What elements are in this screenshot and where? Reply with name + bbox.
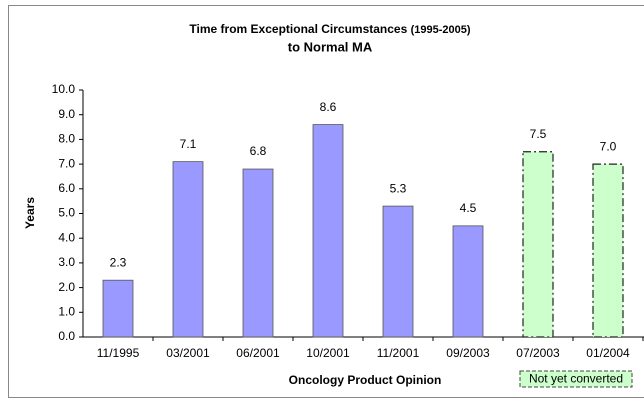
value-label: 7.5 <box>530 127 547 141</box>
y-tick-label: 5.0 <box>58 206 75 220</box>
value-label: 8.6 <box>320 100 337 114</box>
value-label: 6.8 <box>250 144 267 158</box>
x-tick-label: 06/2001 <box>236 346 280 360</box>
value-label: 7.1 <box>180 137 197 151</box>
y-tick-label: 0.0 <box>58 329 75 343</box>
y-tick-label: 8.0 <box>58 132 75 146</box>
x-tick-label: 03/2001 <box>166 346 210 360</box>
legend-box <box>519 370 633 388</box>
y-tick-label: 6.0 <box>58 181 75 195</box>
x-tick-label: 01/2004 <box>586 346 630 360</box>
value-label: 2.3 <box>110 255 127 269</box>
y-tick-label: 7.0 <box>58 156 75 170</box>
bar <box>592 163 624 338</box>
title-years: (1995-2005) <box>411 24 471 36</box>
chart-title: Time from Exceptional Circumstances (199… <box>189 22 470 36</box>
y-axis-label: Years <box>23 197 37 229</box>
chart-title-line2: to Normal MA <box>288 39 373 54</box>
x-axis-label: Oncology Product Opinion <box>289 373 442 387</box>
y-tick-label: 3.0 <box>58 255 75 269</box>
value-label: 7.0 <box>600 139 617 153</box>
bar <box>242 168 274 338</box>
y-tick-label: 1.0 <box>58 304 75 318</box>
y-tick-label: 9.0 <box>58 107 75 121</box>
value-label: 4.5 <box>460 201 477 215</box>
legend-label: Not yet converted <box>529 372 623 386</box>
bar <box>312 124 344 338</box>
bar <box>452 225 484 338</box>
bar <box>382 205 414 338</box>
y-tick-label: 10.0 <box>52 82 76 96</box>
x-tick-label: 11/2001 <box>377 346 420 360</box>
x-tick-label: 07/2003 <box>516 346 560 360</box>
y-tick-label: 2.0 <box>58 280 75 294</box>
x-tick-label: 11/1995 <box>97 346 140 360</box>
bar <box>102 279 134 338</box>
bar <box>522 151 554 338</box>
x-tick-label: 10/2001 <box>306 346 350 360</box>
bar <box>172 161 204 338</box>
title-main: Time from Exceptional Circumstances <box>189 22 407 36</box>
value-label: 5.3 <box>390 181 407 195</box>
y-tick-label: 4.0 <box>58 230 75 244</box>
x-tick-label: 09/2003 <box>446 346 490 360</box>
